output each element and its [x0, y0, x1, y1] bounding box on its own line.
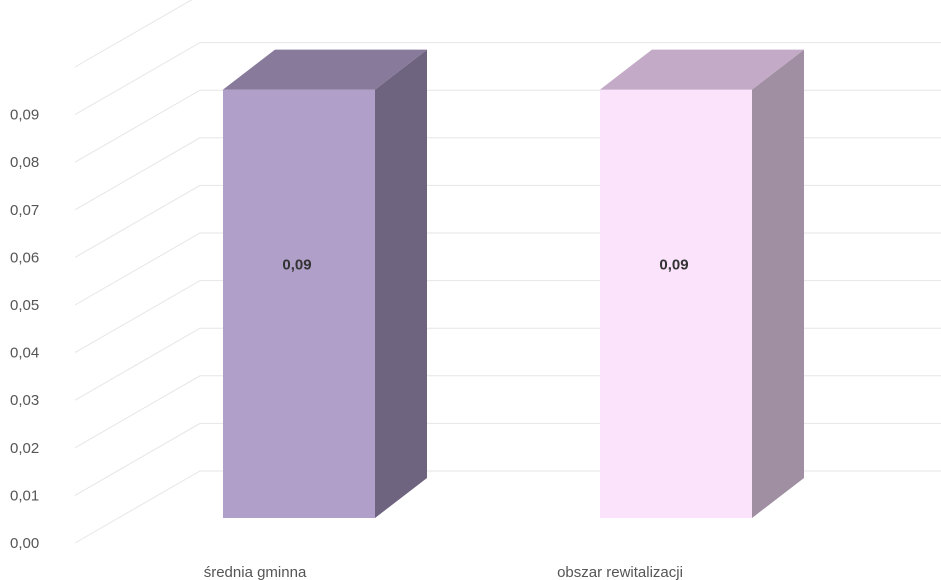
x-category-label: średnia gminna: [204, 564, 307, 580]
bar-side-face: [375, 49, 427, 518]
y-tick-label: 0,00: [10, 535, 39, 552]
bars: 0,09 0,09: [223, 49, 804, 518]
bar-data-label: 0,09: [282, 257, 311, 274]
y-tick-label: 0,03: [10, 392, 39, 409]
gridline: [74, 280, 941, 354]
y-tick-label: 0,06: [10, 249, 39, 266]
gridline: [74, 375, 941, 449]
bar-side-face: [752, 49, 804, 518]
bar-data-label: 0,09: [659, 257, 688, 274]
bar: 0,09: [600, 49, 804, 518]
y-tick-label: 0,09: [10, 107, 39, 124]
bar-front-face: [600, 89, 752, 518]
x-axis-category-labels: średnia gminna obszar rewitalizacji: [204, 564, 683, 580]
gridline: [74, 327, 941, 401]
y-tick-label: 0,08: [10, 154, 39, 171]
y-tick-label: 0,07: [10, 202, 39, 219]
y-tick-label: 0,04: [10, 345, 39, 362]
gridline: [74, 42, 941, 116]
gridline: [74, 89, 941, 163]
gridlines: [74, 0, 941, 544]
y-tick-label: 0,05: [10, 297, 39, 314]
gridline: [74, 422, 941, 496]
y-axis-tick-labels: 0,00 0,01 0,02 0,03 0,04 0,05 0,06 0,07 0,08 0,09: [10, 107, 39, 552]
y-tick-label: 0,01: [10, 487, 39, 504]
y-tick-label: 0,02: [10, 440, 39, 457]
gridline: [74, 184, 941, 258]
gridline: [74, 137, 941, 211]
bar-top-face: [223, 49, 427, 90]
x-category-label: obszar rewitalizacji: [557, 564, 683, 580]
bar: 0,09: [223, 49, 427, 518]
gridline: [74, 0, 193, 68]
bar-front-face: [223, 89, 375, 518]
bar-top-face: [600, 49, 804, 90]
gridline: [74, 232, 941, 306]
gridline: [74, 470, 941, 544]
